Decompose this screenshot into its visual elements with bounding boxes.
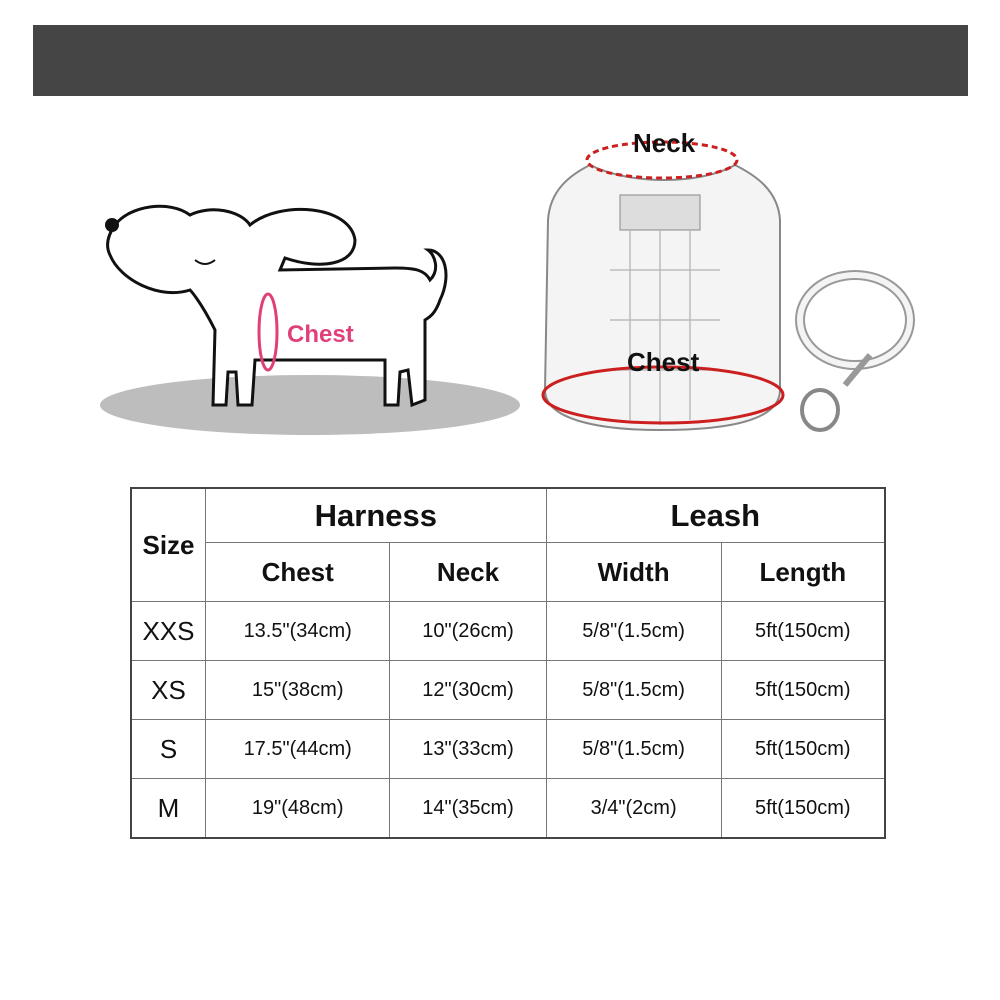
size-cell: S — [130, 719, 206, 779]
neck-cell: 12"(30cm) — [389, 660, 547, 720]
length-cell: 5ft(150cm) — [720, 719, 886, 779]
chest-cell: 17.5"(44cm) — [204, 719, 391, 779]
column-neck: Neck — [389, 542, 547, 602]
table-row: XXS 13.5"(34cm) 10"(26cm) 5/8"(1.5cm) 5f… — [130, 601, 886, 661]
neck-cell: 14"(35cm) — [389, 778, 547, 839]
harness-neck-label: Neck — [633, 128, 696, 158]
size-chart-table: Size Harness Leash Chest Neck Width Leng… — [130, 487, 886, 839]
neck-cell: 13"(33cm) — [389, 719, 547, 779]
chest-cell: 13.5"(34cm) — [204, 601, 391, 661]
harness-chest-label: Chest — [627, 347, 700, 377]
width-cell: 3/4"(2cm) — [545, 778, 722, 839]
size-cell: XS — [130, 660, 206, 720]
length-cell: 5ft(150cm) — [720, 660, 886, 720]
dog-chest-label: Chest — [287, 321, 354, 348]
size-header: Size — [130, 487, 206, 602]
width-cell: 5/8"(1.5cm) — [545, 601, 722, 661]
table-row: M 19"(48cm) 14"(35cm) 3/4"(2cm) 5ft(150c… — [130, 778, 886, 839]
size-cell: XXS — [130, 601, 206, 661]
width-cell: 5/8"(1.5cm) — [545, 719, 722, 779]
column-length: Length — [720, 542, 886, 602]
leash-illustration — [795, 270, 915, 432]
harness-illustration: Neck Chest — [541, 128, 785, 432]
table-group-header-row: Size Harness Leash — [130, 487, 886, 602]
top-banner — [33, 25, 968, 96]
length-cell: 5ft(150cm) — [720, 601, 886, 661]
group-harness: Harness — [205, 487, 547, 543]
column-width: Width — [545, 542, 722, 602]
measurement-illustration: Chest Neck Chest — [100, 128, 915, 435]
table-row: S 17.5"(44cm) 13"(33cm) 5/8"(1.5cm) 5ft(… — [130, 719, 886, 779]
dog-illustration: Chest — [100, 204, 520, 435]
neck-cell: 10"(26cm) — [389, 601, 547, 661]
chest-cell: 15"(38cm) — [204, 660, 391, 720]
size-cell: M — [130, 778, 206, 839]
column-chest: Chest — [204, 542, 391, 602]
length-cell: 5ft(150cm) — [720, 778, 886, 839]
table-column-header-row: Chest Neck Width Length — [131, 542, 886, 602]
group-leash: Leash — [545, 487, 886, 543]
table-row: XS 15"(38cm) 12"(30cm) 5/8"(1.5cm) 5ft(1… — [130, 660, 886, 720]
chest-cell: 19"(48cm) — [204, 778, 391, 839]
width-cell: 5/8"(1.5cm) — [545, 660, 722, 720]
